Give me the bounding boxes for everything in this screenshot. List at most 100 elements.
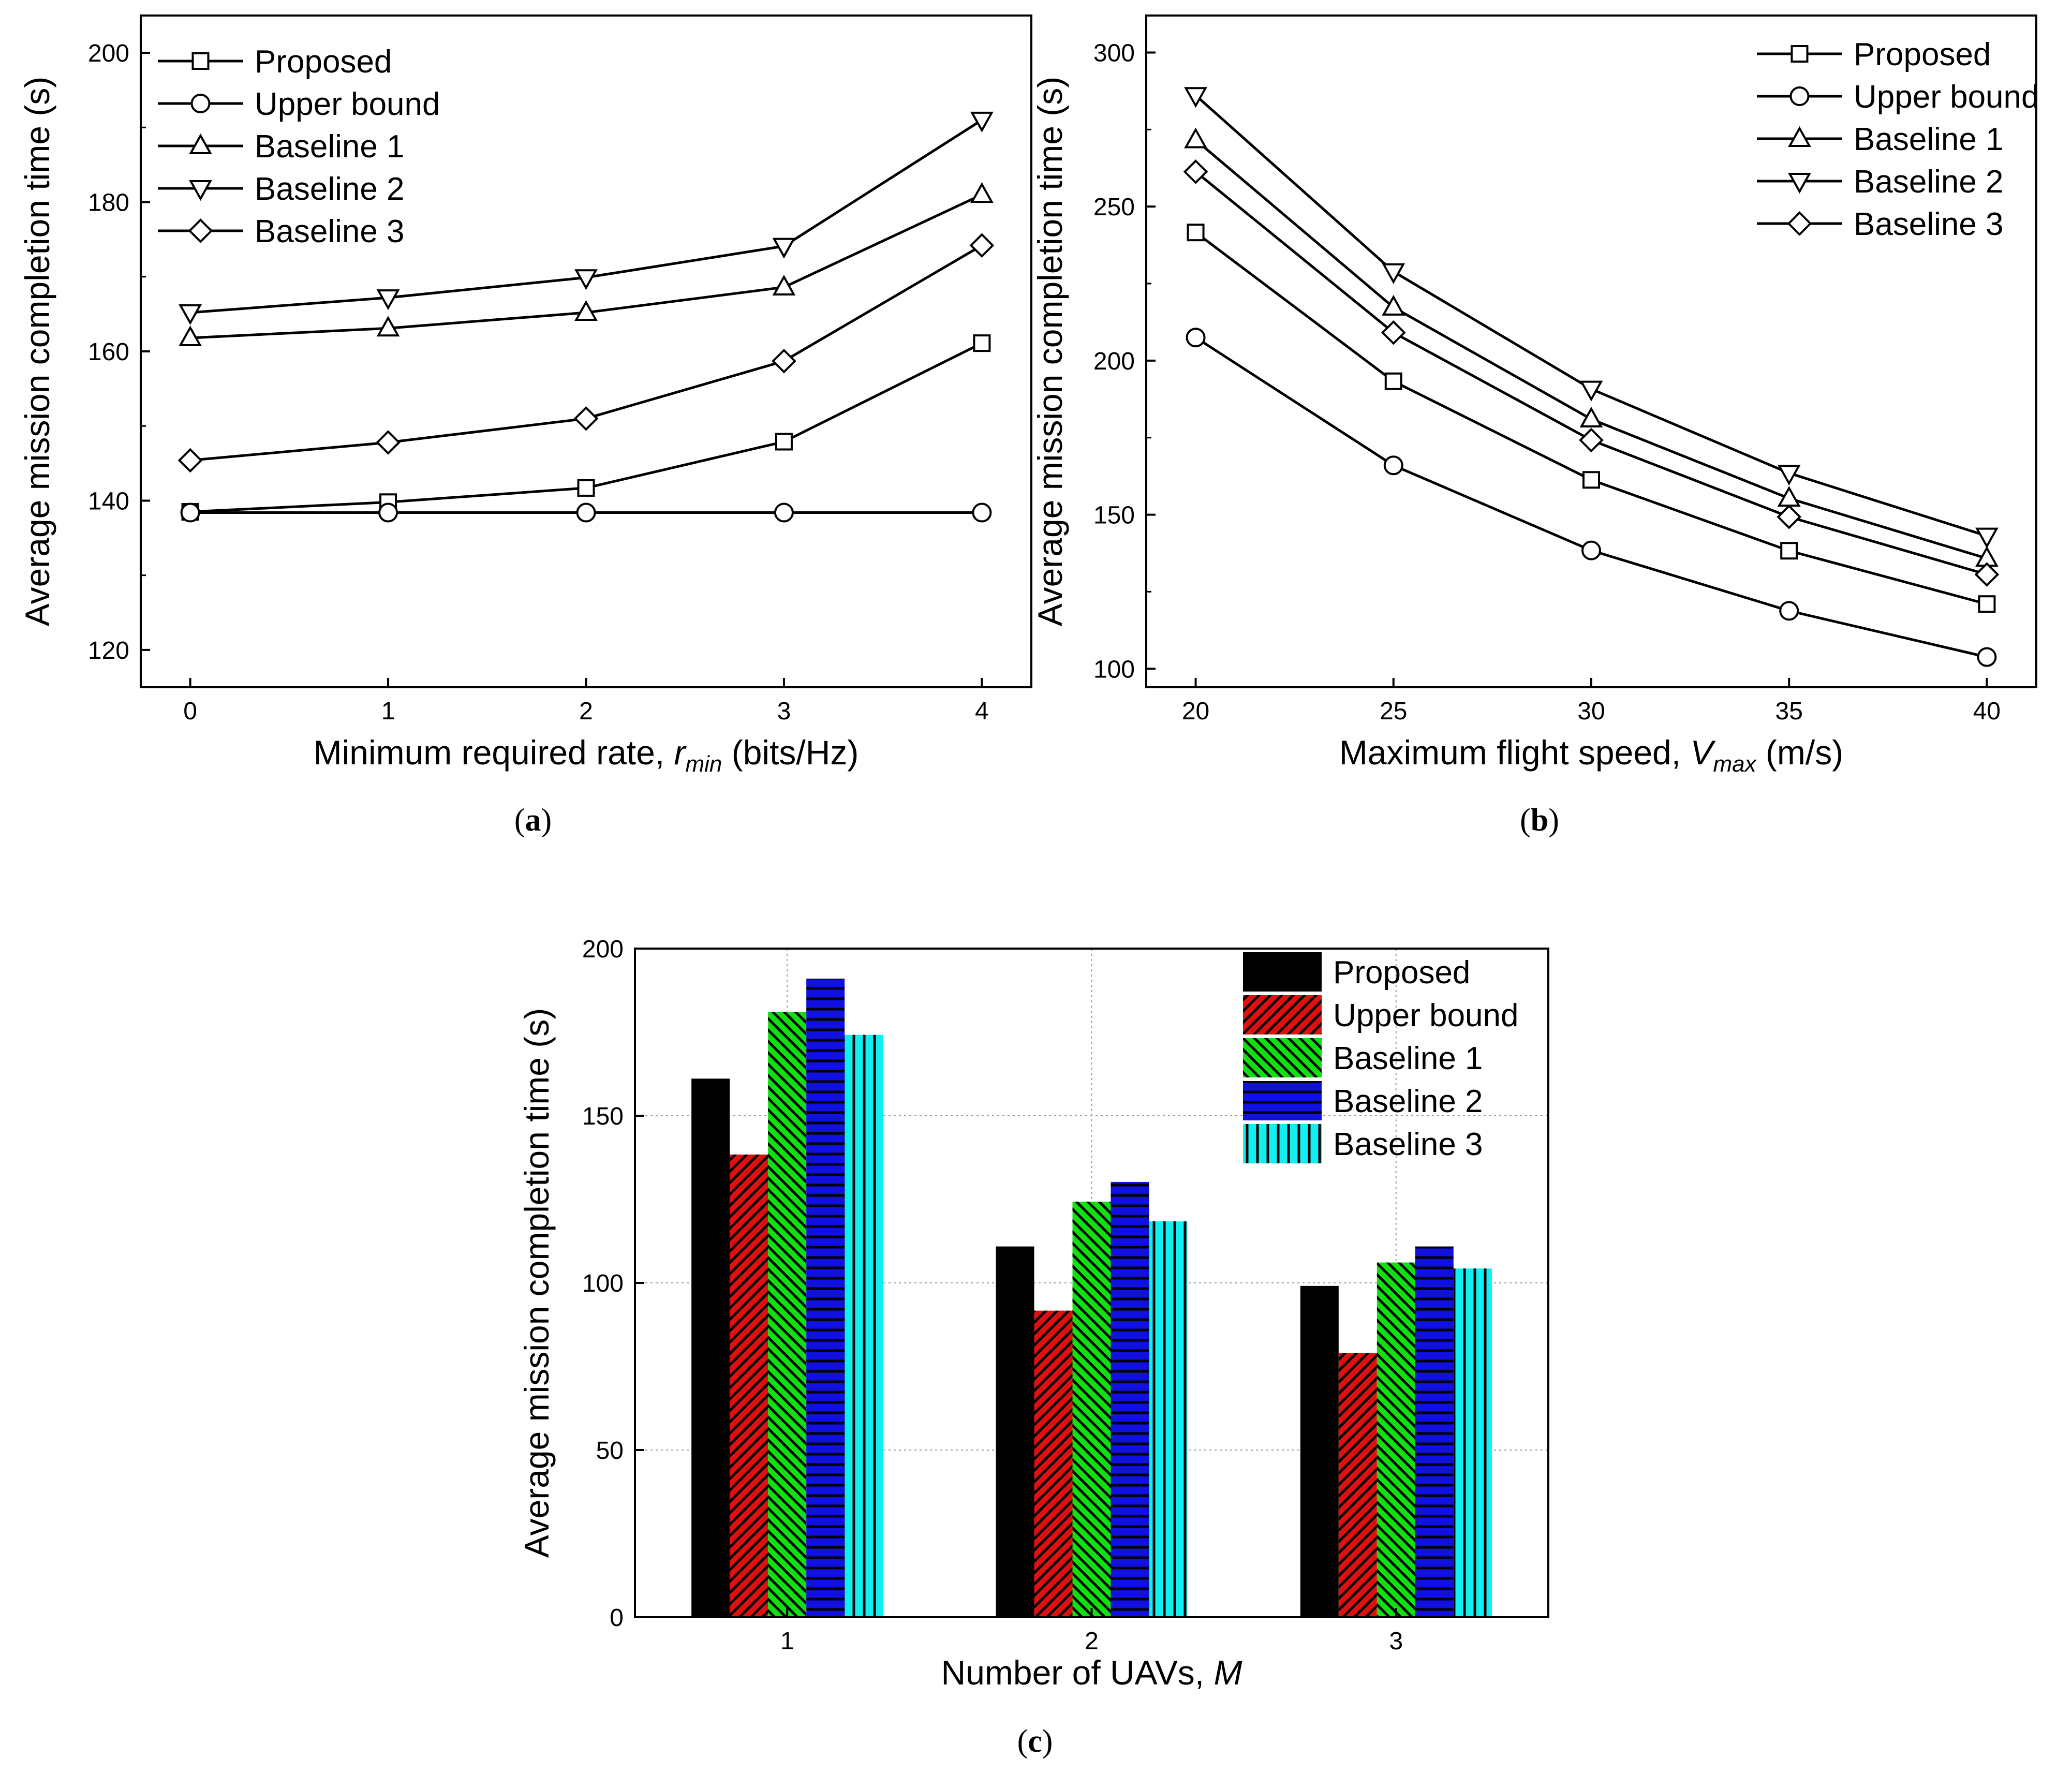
a-point-baseline-1	[574, 300, 598, 321]
a-legend-marker	[189, 133, 212, 154]
c-legend: Proposed Upper bound Baseline 1 Baseline 2 B…	[1243, 952, 1519, 1163]
b-point-baseline-1	[1382, 294, 1405, 316]
c-bar-baseline-3	[845, 1034, 883, 1617]
c-y-axis-label: Average mission completion time (s)	[517, 1008, 556, 1558]
a-legend-marker	[188, 218, 213, 243]
b-x-axis-label-var: V	[1690, 733, 1716, 772]
panel-label-b-close: )	[1548, 803, 1559, 838]
a-y-tick-label: 200	[88, 40, 129, 67]
b-legend-label: Baseline 1	[1854, 122, 2004, 157]
a-markers	[177, 111, 995, 523]
a-point-baseline-2	[179, 304, 202, 326]
c-legend-swatch	[1243, 952, 1322, 992]
b-point-upper-bound	[1383, 455, 1403, 476]
b-legend-label: Baseline 2	[1854, 164, 2004, 200]
b-legend-label: Upper bound	[1854, 79, 2039, 115]
b-y-tick-label: 150	[1093, 502, 1135, 529]
b-point-upper-bound	[1977, 647, 1997, 667]
panel-label-c-open: (	[1017, 1724, 1028, 1759]
c-x-axis-label-text: Number of UAVs,	[941, 1653, 1214, 1692]
a-point-upper-bound	[576, 502, 596, 523]
a-legend-label: Baseline 1	[255, 129, 405, 165]
b-legend-item: Baseline 2	[1757, 164, 2004, 200]
b-point-baseline-1	[1579, 406, 1603, 427]
b-series-line-baseline-2	[1194, 94, 1988, 538]
b-point-baseline-2	[1579, 380, 1603, 402]
a-point-baseline-2	[772, 238, 796, 259]
b-x-tick-label: 35	[1775, 698, 1803, 725]
a-point-baseline-3	[573, 406, 599, 431]
b-legend-item: Baseline 1	[1757, 122, 2004, 157]
a-legend-item: Baseline 1	[158, 129, 405, 165]
a-point-baseline-3	[177, 448, 203, 473]
b-x-tick-label: 30	[1577, 698, 1605, 725]
c-bar-baseline-1	[1377, 1262, 1415, 1617]
a-point-baseline-1	[376, 316, 400, 337]
c-bar-baseline-3	[1149, 1221, 1188, 1617]
a-x-axis-label-unit: (bits/Hz)	[722, 733, 859, 772]
panel-c: 1 2 3 0 50 100 150 200 Proposed Upper bound Basel…	[517, 936, 1549, 1759]
panel-label-b-letter: b	[1531, 803, 1548, 838]
b-point-baseline-2	[1975, 527, 1999, 549]
c-legend-label: Proposed	[1333, 955, 1470, 991]
panel-label-b: (b)	[1520, 803, 1559, 838]
b-y-axis-label: Average mission completion time (s)	[1031, 77, 1069, 627]
b-legend-marker	[1790, 45, 1809, 63]
b-y-tick-label: 100	[1093, 656, 1135, 683]
a-legend-item: Baseline 2	[158, 171, 405, 207]
b-point-baseline-3	[1579, 427, 1604, 453]
c-bar-upper-bound	[730, 1154, 768, 1617]
c-legend-swatch	[1243, 995, 1322, 1034]
a-point-baseline-2	[376, 289, 400, 311]
c-bar-upper-bound	[1338, 1353, 1377, 1617]
b-point-proposed	[1384, 372, 1402, 390]
a-legend-label: Baseline 2	[255, 171, 405, 207]
a-legend-item: Proposed	[158, 44, 392, 80]
c-y-tick-label: 200	[582, 936, 624, 963]
b-x-axis-label-sub: max	[1713, 751, 1757, 777]
b-point-baseline-2	[1382, 263, 1405, 284]
b-legend-label: Baseline 3	[1854, 206, 2004, 242]
a-point-proposed	[973, 334, 991, 352]
c-bar-proposed	[1300, 1285, 1339, 1617]
c-x-axis-label-var: M	[1213, 1653, 1242, 1692]
a-x-axis-label-text: Minimum required rate,	[314, 733, 674, 772]
a-x-tick-label: 2	[579, 698, 593, 725]
a-point-upper-bound	[774, 502, 794, 523]
a-x-axis-label-sub: min	[685, 751, 722, 777]
b-y-tick-label: 200	[1093, 348, 1135, 375]
b-point-baseline-3	[1183, 159, 1208, 184]
a-point-proposed	[577, 479, 595, 497]
a-point-baseline-3	[969, 233, 995, 258]
c-bar-baseline-1	[768, 1012, 807, 1617]
c-y-tick-label: 0	[610, 1604, 624, 1632]
a-point-upper-bound	[972, 502, 992, 523]
a-x-tick-label: 4	[975, 698, 989, 725]
b-point-upper-bound	[1581, 540, 1601, 560]
b-x-axis-label-unit: (m/s)	[1756, 733, 1844, 772]
b-y-tick-label: 300	[1093, 39, 1135, 67]
a-point-baseline-3	[376, 430, 401, 455]
c-legend-item: Proposed	[1243, 952, 1470, 992]
c-y-tick-label: 50	[596, 1437, 624, 1465]
b-x-axis-label: Maximum flight speed, Vmax (m/s)	[1339, 733, 1843, 777]
a-y-tick-label: 140	[88, 487, 129, 515]
a-legend-marker	[189, 180, 212, 201]
a-y-tick-label: 160	[88, 338, 129, 366]
c-legend-item: Baseline 2	[1243, 1081, 1483, 1120]
b-x-tick-label: 25	[1380, 698, 1407, 725]
a-axes: 0 1 2 3 4 120 140 160 180 200	[88, 14, 1032, 725]
panel-label-a-open: (	[514, 803, 525, 838]
c-legend-swatch	[1243, 1038, 1322, 1077]
panel-label-c-close: )	[1042, 1724, 1053, 1759]
a-legend-marker	[191, 52, 210, 70]
a-legend-marker	[190, 94, 211, 113]
c-bars	[691, 979, 1492, 1617]
a-legend: Proposed Upper bound Baseline 1 Baseline 2 B…	[158, 44, 440, 249]
b-point-upper-bound	[1186, 328, 1206, 348]
b-point-baseline-2	[1777, 465, 1801, 486]
panel-label-a-close: )	[541, 803, 552, 838]
b-legend-marker	[1788, 126, 1811, 147]
b-point-upper-bound	[1779, 601, 1799, 621]
c-bar-baseline-2	[806, 979, 845, 1617]
